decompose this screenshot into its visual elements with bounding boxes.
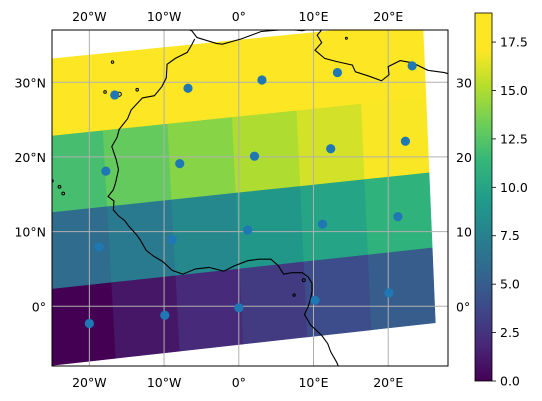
colorbar-tick-label: 7.5	[500, 228, 520, 243]
lon-tick-label-top: 10°E	[298, 9, 328, 24]
scatter-points	[84, 61, 417, 329]
scatter-point	[310, 295, 320, 305]
heatmap-cell	[231, 109, 301, 193]
lon-tick-label-top: 20°E	[373, 9, 403, 24]
lon-tick-label-bottom: 10°W	[147, 375, 182, 390]
island-outline	[103, 90, 107, 94]
lat-tick-label-right: 30	[456, 75, 472, 90]
island-outline	[301, 278, 306, 283]
colorbar-tick-label: 17.5	[500, 35, 528, 50]
colorbar-tick-label: 12.5	[500, 131, 528, 146]
coastline-west-africa	[107, 38, 339, 366]
scatter-point	[234, 303, 244, 313]
axes-frame	[51, 29, 449, 367]
scatter-point	[384, 288, 394, 298]
island-outline	[292, 293, 296, 297]
lon-tick-label-bottom: 20°W	[72, 375, 107, 390]
scatter-point	[94, 242, 104, 252]
heatmap-cell	[300, 178, 369, 262]
colorbar-tick-label: 10.0	[500, 180, 528, 195]
scatter-point	[183, 83, 193, 93]
island-outline	[110, 60, 115, 64]
lat-tick-label-right: 10	[456, 225, 472, 240]
heatmap-cell	[52, 129, 108, 213]
colorbar-tick-label: 15.0	[500, 83, 528, 98]
scatter-point	[160, 310, 170, 320]
scatter-point	[407, 61, 417, 71]
heatmap-cell	[171, 192, 241, 276]
colorbar-ticks: 0.0 2.5 5.0 7.5 10.0 12.5 15.0 17.5	[492, 35, 528, 389]
heatmap-cell	[360, 96, 430, 180]
lon-tick-label-top: 0°	[232, 9, 246, 24]
heatmap-cells	[52, 30, 436, 366]
axis-tick-labels: 20°W 20°W 10°W 10°W 0° 0° 10°E 10°E 20°E 20°E 0° 10…	[14, 9, 471, 390]
lon-tick-label-top: 20°W	[72, 9, 107, 24]
colorbar-tick-label: 2.5	[500, 325, 520, 340]
heatmap-cell	[175, 267, 244, 352]
heatmap-cell	[52, 281, 117, 366]
coastline	[52, 9, 448, 366]
heatmap-cell	[52, 53, 104, 136]
lat-tick-label-left: 0°	[32, 299, 46, 314]
scatter-point	[332, 67, 343, 78]
scatter-point	[110, 90, 120, 100]
island-outline	[344, 36, 348, 40]
heatmap-cell	[111, 274, 181, 359]
colorbar-tick-label: 0.0	[500, 374, 520, 389]
lon-tick-label-bottom: 0°	[232, 375, 246, 390]
coastline-north-africa	[141, 30, 448, 82]
colorbar-gradient	[474, 12, 493, 382]
scatter-point	[167, 235, 177, 245]
scatter-point	[101, 166, 111, 176]
heatmap-cell	[107, 198, 177, 283]
lon-tick-label-bottom: 20°E	[373, 375, 403, 390]
island-outline	[61, 191, 66, 196]
heatmap-cell	[303, 254, 372, 338]
lon-tick-label-top: 10°W	[147, 9, 182, 24]
scatter-point	[400, 136, 411, 146]
lat-tick-label-left: 20°N	[14, 150, 46, 165]
lat-tick-label-right: 20	[456, 150, 472, 165]
lat-tick-label-left: 10°N	[14, 225, 46, 240]
heatmap-cell	[292, 30, 362, 111]
island-outline	[260, 9, 263, 12]
map-axes: 20°W 20°W 10°W 10°W 0° 0° 10°E 10°E 20°E 20°E 0° 10…	[14, 9, 471, 390]
heatmap-cell	[167, 116, 237, 200]
lat-tick-label-right: 0°	[456, 299, 470, 314]
island-outline	[135, 87, 139, 92]
scatter-point	[326, 144, 336, 154]
lon-tick-label-bottom: 10°E	[298, 375, 328, 390]
colorbar-tick-label: 5.0	[500, 277, 520, 292]
heatmap-cell	[357, 30, 427, 104]
heatmap-cell	[98, 47, 169, 131]
scatter-point	[243, 225, 253, 235]
scatter-point	[249, 151, 260, 161]
island-outline	[52, 179, 54, 183]
heatmap-cell	[367, 247, 436, 331]
scatter-point	[257, 75, 267, 85]
heatmap-cell	[239, 260, 308, 345]
scatter-point	[175, 159, 185, 169]
scatter-point	[317, 219, 328, 229]
scatter-point	[84, 318, 94, 329]
heatmap-cell	[102, 123, 173, 207]
colorbar: 0.0 2.5 5.0 7.5 10.0 12.5 15.0 17.5	[474, 12, 528, 389]
scatter-point	[393, 212, 403, 222]
island-outline	[57, 184, 62, 189]
lat-tick-label-left: 30°N	[14, 75, 46, 90]
